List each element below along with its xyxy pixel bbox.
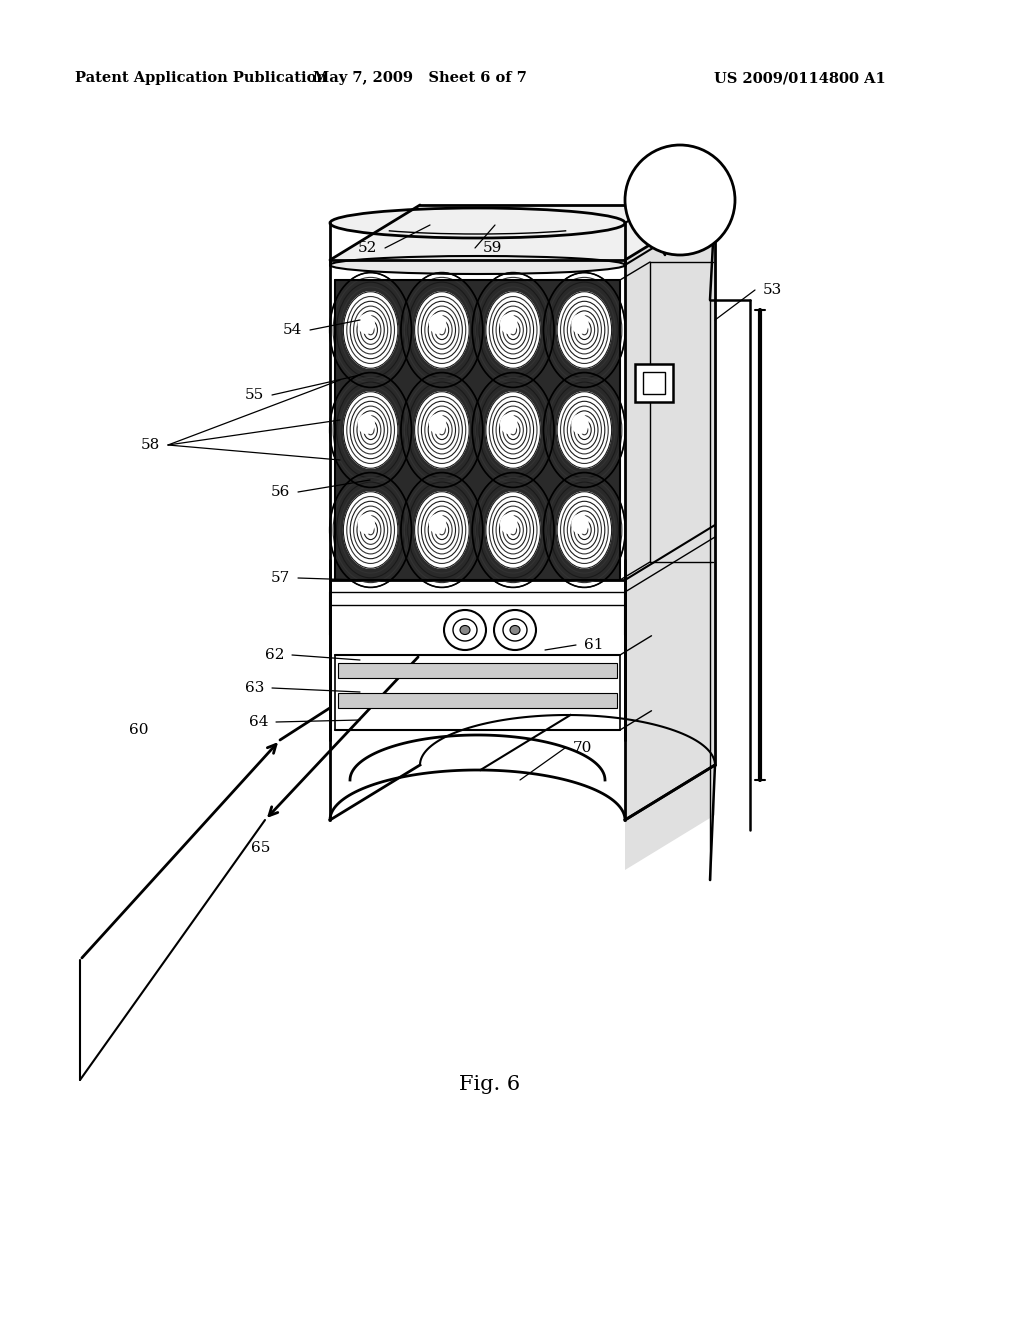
Polygon shape (330, 205, 715, 260)
Text: 53: 53 (763, 282, 782, 297)
Text: 52: 52 (357, 242, 377, 255)
Text: 59: 59 (483, 242, 503, 255)
Text: 56: 56 (270, 484, 290, 499)
Text: Fig. 6: Fig. 6 (460, 1076, 520, 1094)
Text: 60: 60 (128, 723, 148, 737)
Ellipse shape (444, 610, 486, 649)
Ellipse shape (330, 256, 625, 275)
Ellipse shape (357, 413, 375, 434)
Bar (635, 364, 673, 403)
Bar (338, 693, 617, 708)
Ellipse shape (557, 391, 612, 469)
Polygon shape (625, 205, 715, 870)
Polygon shape (330, 260, 625, 870)
Ellipse shape (571, 513, 589, 535)
Bar (643, 372, 665, 393)
Ellipse shape (494, 610, 536, 649)
Ellipse shape (343, 491, 398, 569)
Ellipse shape (460, 626, 470, 635)
Ellipse shape (357, 513, 375, 535)
Ellipse shape (453, 619, 477, 642)
Text: 70: 70 (573, 741, 592, 755)
Ellipse shape (343, 391, 398, 469)
Circle shape (625, 145, 735, 255)
Ellipse shape (485, 290, 541, 370)
Ellipse shape (557, 290, 612, 370)
Text: 65: 65 (251, 841, 270, 855)
Ellipse shape (357, 314, 375, 334)
Ellipse shape (503, 619, 527, 642)
Text: 55: 55 (245, 388, 264, 403)
Text: 61: 61 (584, 638, 603, 652)
Ellipse shape (557, 491, 612, 569)
Text: 54: 54 (283, 323, 302, 337)
Ellipse shape (343, 290, 398, 370)
Ellipse shape (510, 626, 520, 635)
Ellipse shape (485, 391, 541, 469)
Bar (338, 663, 617, 677)
Text: Patent Application Publication: Patent Application Publication (75, 71, 327, 84)
Polygon shape (335, 280, 620, 579)
Text: 58: 58 (140, 438, 160, 451)
Text: 62: 62 (264, 648, 284, 663)
Ellipse shape (571, 314, 589, 334)
Ellipse shape (429, 513, 446, 535)
Ellipse shape (429, 413, 446, 434)
Ellipse shape (414, 290, 470, 370)
Text: 63: 63 (245, 681, 264, 696)
Text: May 7, 2009   Sheet 6 of 7: May 7, 2009 Sheet 6 of 7 (313, 71, 527, 84)
Ellipse shape (330, 209, 625, 238)
Ellipse shape (500, 413, 517, 434)
Ellipse shape (485, 491, 541, 569)
Ellipse shape (414, 391, 470, 469)
Ellipse shape (500, 513, 517, 535)
Text: 57: 57 (270, 572, 290, 585)
Ellipse shape (500, 314, 517, 334)
Ellipse shape (414, 491, 470, 569)
Ellipse shape (429, 314, 446, 334)
Text: US 2009/0114800 A1: US 2009/0114800 A1 (714, 71, 886, 84)
Ellipse shape (571, 413, 589, 434)
Text: 64: 64 (249, 715, 268, 729)
